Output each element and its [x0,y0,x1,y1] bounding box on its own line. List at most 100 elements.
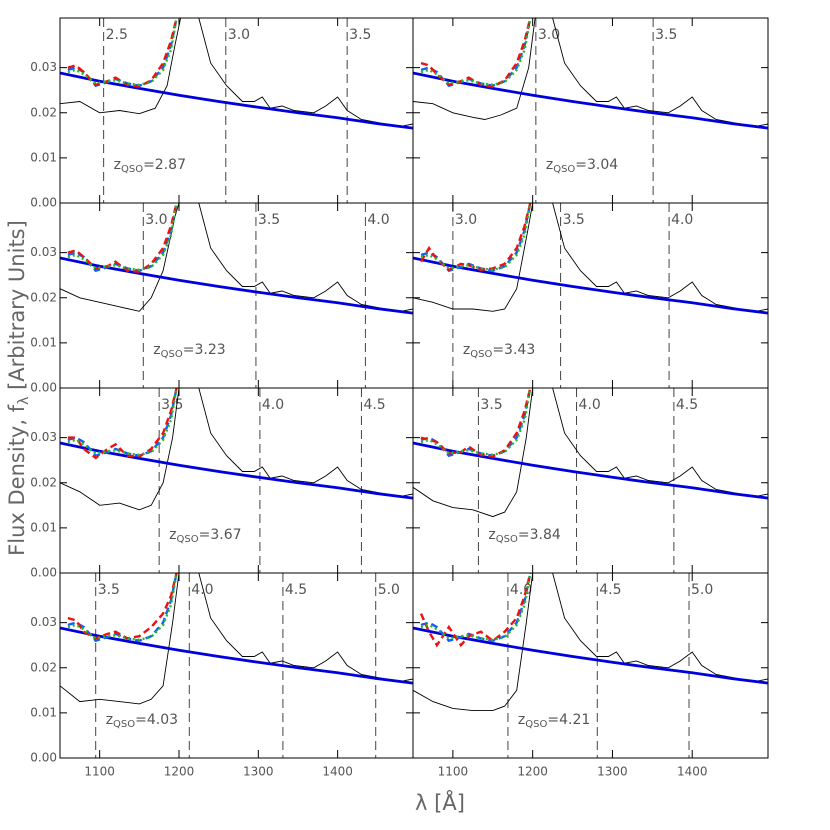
marker-label: 3.5 [258,212,280,228]
z-value: =4.21 [547,712,590,728]
spectrum-line [60,256,413,315]
marker-label: 4.5 [363,397,385,413]
y-label-main: Flux Density, f [5,404,29,556]
marker-label: 3.5 [655,27,677,43]
spectrum-line [413,388,768,518]
y-tick-label: 0.02 [30,660,57,674]
marker-label: 4.5 [599,582,621,598]
z-subscript: QSO [113,719,135,730]
plot-area: 3.0 3.5 [413,18,768,203]
spectrum-line [413,18,768,127]
x-tick-label: 1400 [677,765,708,779]
z-value: =3.43 [492,342,535,358]
plot-area: 3.5 4.0 4.5 [413,388,768,573]
spectrum-line [413,71,768,130]
spectrum-line [419,573,532,648]
z-symbol: z [463,342,470,358]
panel: 3.5 4.0 4.5 5.0 0.00 0.01 0.02 0.03 1100 1200 1300… [30,572,414,779]
spectrum-line [67,388,178,460]
marker-label: 5.0 [378,582,400,598]
marker-label: 3.0 [538,27,560,43]
marker-label: 4.5 [676,397,698,413]
spectrum-line [60,626,413,685]
redshift-annotation: zQSO=2.87 [114,157,186,175]
y-tick-label: 0.00 [30,751,57,765]
spectrum-line [420,573,532,643]
spectrum-line [60,441,413,500]
redshift-annotation: zQSO=3.43 [463,342,535,360]
spectrum-line [420,18,532,88]
spectrum-line [60,573,413,705]
z-symbol: z [153,342,160,358]
redshift-annotation: zQSO=4.03 [106,712,178,730]
y-tick-label: 0.03 [30,430,57,444]
panel-frame [59,572,414,759]
plot-area: 4.0 4.5 5.0 [413,573,768,758]
spectrum-line [60,18,413,127]
panel-frame [59,17,414,204]
spectrum-line [413,203,768,312]
redshift-annotation: zQSO=3.23 [153,342,225,360]
spectrum-line [60,388,413,511]
z-value: =3.84 [518,527,561,543]
y-tick-label: 0.01 [30,335,57,349]
z-symbol: z [488,527,495,543]
spectrum-line [67,573,178,642]
y-tick-label: 0.03 [30,245,57,259]
x-tick-label: 1200 [164,765,195,779]
plot-area: 3.5 4.0 4.5 5.0 [60,573,413,758]
y-tick-label: 0.01 [30,150,57,164]
spectrum-line [420,388,532,458]
y-tick-label: 0.02 [30,475,57,489]
panel-frame [59,202,414,389]
spectrum-line [420,18,532,88]
x-tick-label: 1200 [517,765,548,779]
spectrum-line [60,71,413,130]
y-tick-label: 0.00 [30,196,57,210]
z-value: =4.03 [135,712,178,728]
x-tick-label: 1300 [243,765,274,779]
spectrum-line [67,573,178,643]
x-label-unit: [Å] [434,789,465,815]
panel: 3.0 3.5 4.0 zQSO=3.43 [412,202,769,389]
y-tick-label: 0.03 [30,60,57,74]
y-tick-label: 0.00 [30,381,57,395]
marker-label: 2.5 [106,27,128,43]
y-label-units: [Arbitrary Units] [5,220,29,390]
marker-label: 4.0 [262,397,284,413]
z-symbol: z [518,712,525,728]
z-value: =3.67 [199,527,242,543]
panel-frame [412,202,769,389]
panel: 3.5 4.0 4.5 zQSO=3.84 [412,387,769,574]
z-symbol: z [106,712,113,728]
plot-area: 2.5 3.0 3.5 [60,18,413,203]
y-axis-label: Flux Density, fλ [Arbitrary Units] [5,220,32,556]
z-symbol: z [546,157,553,173]
panel: 4.0 4.5 5.0 1100 1200 1300 1400 zQSO=4.21 [412,572,769,779]
spectrum-line [413,573,768,712]
spectrum-line [67,203,178,272]
spectrum-line [420,388,532,458]
y-label-sub: λ [16,397,32,405]
plot-area: 3.0 3.5 4.0 [60,203,413,388]
z-value: =2.87 [143,157,186,173]
z-value: =3.04 [575,157,618,173]
x-tick-label: 1400 [322,765,353,779]
z-symbol: z [114,157,121,173]
spectrum-line [413,256,768,315]
y-tick-label: 0.00 [30,566,57,580]
x-tick-label: 1100 [84,765,115,779]
z-subscript: QSO [121,164,143,175]
marker-label: 4.0 [191,582,213,598]
marker-label: 3.5 [480,397,502,413]
z-symbol: z [169,527,176,543]
x-axis-label: λ [Å] [415,789,465,815]
panel: 2.5 3.0 3.5 0.00 0.01 0.02 0.03 zQSO=2.87 [30,17,414,210]
z-subscript: QSO [470,349,492,360]
redshift-annotation: zQSO=3.67 [169,527,241,545]
spectrum-line [413,441,768,500]
x-label-symbol: λ [415,791,427,815]
x-tick-label: 1300 [597,765,628,779]
spectrum-line [67,18,178,88]
y-tick-label: 0.02 [30,290,57,304]
